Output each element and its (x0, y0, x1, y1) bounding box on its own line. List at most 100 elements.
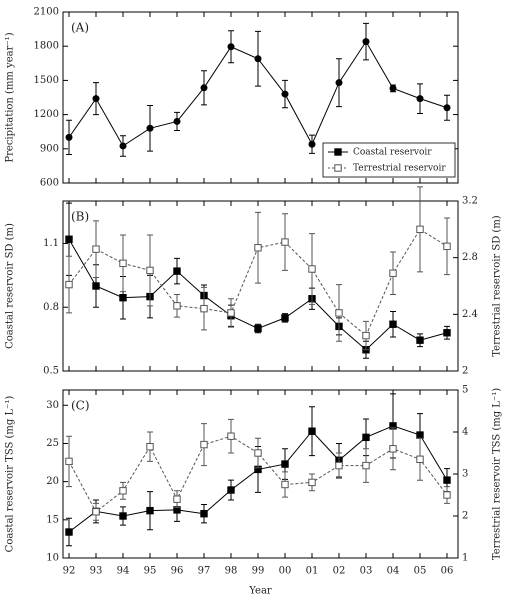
y-tick-label: 20 (46, 476, 59, 487)
panel-label: (B) (71, 210, 89, 224)
y-tick-label: 1500 (34, 75, 59, 86)
marker (389, 445, 397, 453)
marker (173, 495, 181, 503)
marker (65, 133, 73, 141)
x-tick-label: 97 (198, 566, 211, 577)
y-tick-label: 2100 (34, 7, 59, 18)
marker (281, 314, 289, 322)
y-tick-label: 15 (46, 514, 59, 525)
x-tick-label: 02 (333, 566, 346, 577)
marker (65, 280, 73, 289)
marker (173, 117, 181, 125)
marker (389, 269, 397, 277)
x-tick-label: 94 (117, 566, 130, 577)
legend-marker (334, 164, 342, 172)
y-tick-label: 0.5 (43, 366, 59, 377)
marker (443, 329, 451, 337)
x-tick-label: 05 (414, 566, 427, 577)
marker (92, 508, 100, 516)
marker (227, 43, 235, 51)
marker (443, 491, 451, 499)
marker (65, 457, 73, 466)
y-tick-label: 1800 (34, 41, 59, 52)
y2-axis-label: Terrestrial reservoir TSS (mg L⁻¹) (492, 388, 503, 560)
marker (362, 461, 370, 470)
y-axis-label: Precipitation (mm year⁻¹) (5, 32, 16, 162)
marker (65, 528, 73, 536)
marker (173, 302, 181, 310)
marker (146, 443, 154, 451)
marker (362, 331, 370, 340)
marker (92, 245, 100, 253)
x-tick-label: 06 (441, 566, 454, 577)
x-tick-label: 98 (225, 566, 238, 577)
marker (281, 460, 289, 468)
marker (443, 242, 451, 251)
marker (173, 267, 181, 275)
y2-tick-label: 2 (462, 366, 468, 377)
marker (443, 104, 451, 112)
marker (200, 440, 208, 449)
legend-label: Terrestrial reservoir (353, 164, 446, 174)
y2-tick-label: 2 (462, 511, 468, 522)
marker (443, 476, 451, 484)
marker (281, 90, 289, 98)
marker (335, 79, 343, 87)
y-axis-label: Coastal reservoir SD (m) (5, 223, 16, 349)
legend-label: Coastal reservoir (353, 148, 432, 158)
data-line (68, 435, 448, 513)
y2-tick-label: 5 (462, 385, 468, 396)
marker (254, 449, 262, 457)
marker (200, 84, 208, 92)
y2-tick-label: 3 (462, 469, 468, 480)
y-axis-label: Coastal reservoir TSS (mg L⁻¹) (5, 396, 16, 553)
y-tick-label: 10 (46, 553, 59, 564)
y-tick-label: 25 (46, 438, 59, 449)
x-tick-label: 04 (387, 566, 400, 577)
marker (119, 293, 127, 302)
legend-box (322, 142, 456, 178)
y-tick-label: 900 (40, 143, 59, 154)
marker (281, 480, 289, 489)
marker (200, 510, 208, 518)
marker (119, 487, 127, 495)
marker (389, 84, 397, 92)
y-tick-label: 0.8 (43, 302, 59, 313)
marker (416, 455, 424, 464)
marker (65, 235, 73, 243)
y2-tick-label: 4 (462, 427, 468, 438)
marker (254, 55, 262, 63)
plot-frame (62, 11, 459, 184)
marker (362, 38, 370, 46)
marker (254, 244, 262, 252)
marker (146, 506, 154, 515)
plot-frame (62, 389, 459, 559)
marker (362, 433, 370, 442)
marker (416, 225, 424, 234)
y2-tick-label: 2.4 (462, 309, 478, 320)
marker (254, 324, 262, 333)
x-tick-label: 03 (360, 566, 373, 577)
marker (308, 140, 316, 148)
y-tick-label: 600 (40, 178, 59, 189)
marker (119, 142, 127, 150)
marker (281, 238, 289, 246)
marker (227, 432, 235, 440)
marker (227, 486, 235, 494)
x-tick-label: 00 (279, 566, 292, 577)
marker (227, 309, 235, 317)
plot-frame (62, 200, 459, 372)
y2-axis-label: Terrestrial reservoir SD (m) (492, 215, 503, 357)
y2-tick-label: 2.8 (462, 252, 478, 263)
y2-tick-label: 1 (462, 553, 468, 564)
x-tick-label: 01 (306, 566, 319, 577)
x-tick-label: 95 (144, 566, 157, 577)
marker (92, 282, 100, 290)
x-tick-label: 92 (63, 566, 76, 577)
marker (416, 95, 424, 103)
marker (308, 427, 316, 435)
y-tick-label: 1200 (34, 109, 59, 120)
marker (335, 461, 343, 470)
x-axis-label: Year (248, 586, 272, 597)
